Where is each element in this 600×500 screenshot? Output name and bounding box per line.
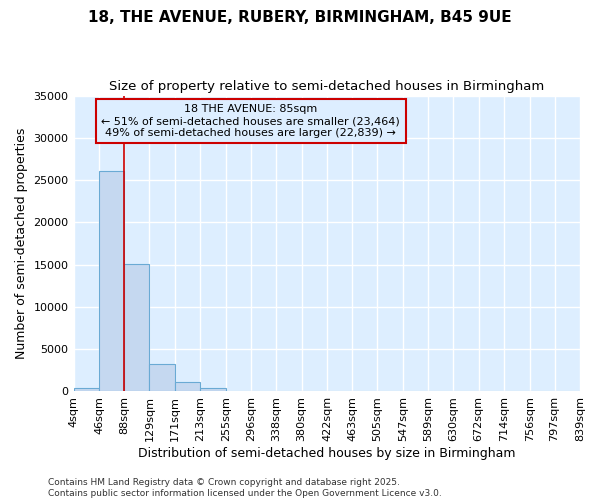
- Bar: [226, 391, 251, 392]
- Y-axis label: Number of semi-detached properties: Number of semi-detached properties: [15, 128, 28, 359]
- Bar: [74, 388, 99, 392]
- Title: Size of property relative to semi-detached houses in Birmingham: Size of property relative to semi-detach…: [109, 80, 544, 93]
- Text: 18 THE AVENUE: 85sqm
← 51% of semi-detached houses are smaller (23,464)
49% of s: 18 THE AVENUE: 85sqm ← 51% of semi-detac…: [101, 104, 400, 138]
- Text: 18, THE AVENUE, RUBERY, BIRMINGHAM, B45 9UE: 18, THE AVENUE, RUBERY, BIRMINGHAM, B45 …: [88, 10, 512, 25]
- Text: Contains HM Land Registry data © Crown copyright and database right 2025.
Contai: Contains HM Land Registry data © Crown c…: [48, 478, 442, 498]
- Bar: [124, 264, 149, 392]
- Bar: [175, 382, 200, 392]
- Bar: [99, 171, 124, 392]
- Bar: [149, 364, 175, 392]
- Bar: [200, 388, 226, 392]
- X-axis label: Distribution of semi-detached houses by size in Birmingham: Distribution of semi-detached houses by …: [138, 447, 515, 460]
